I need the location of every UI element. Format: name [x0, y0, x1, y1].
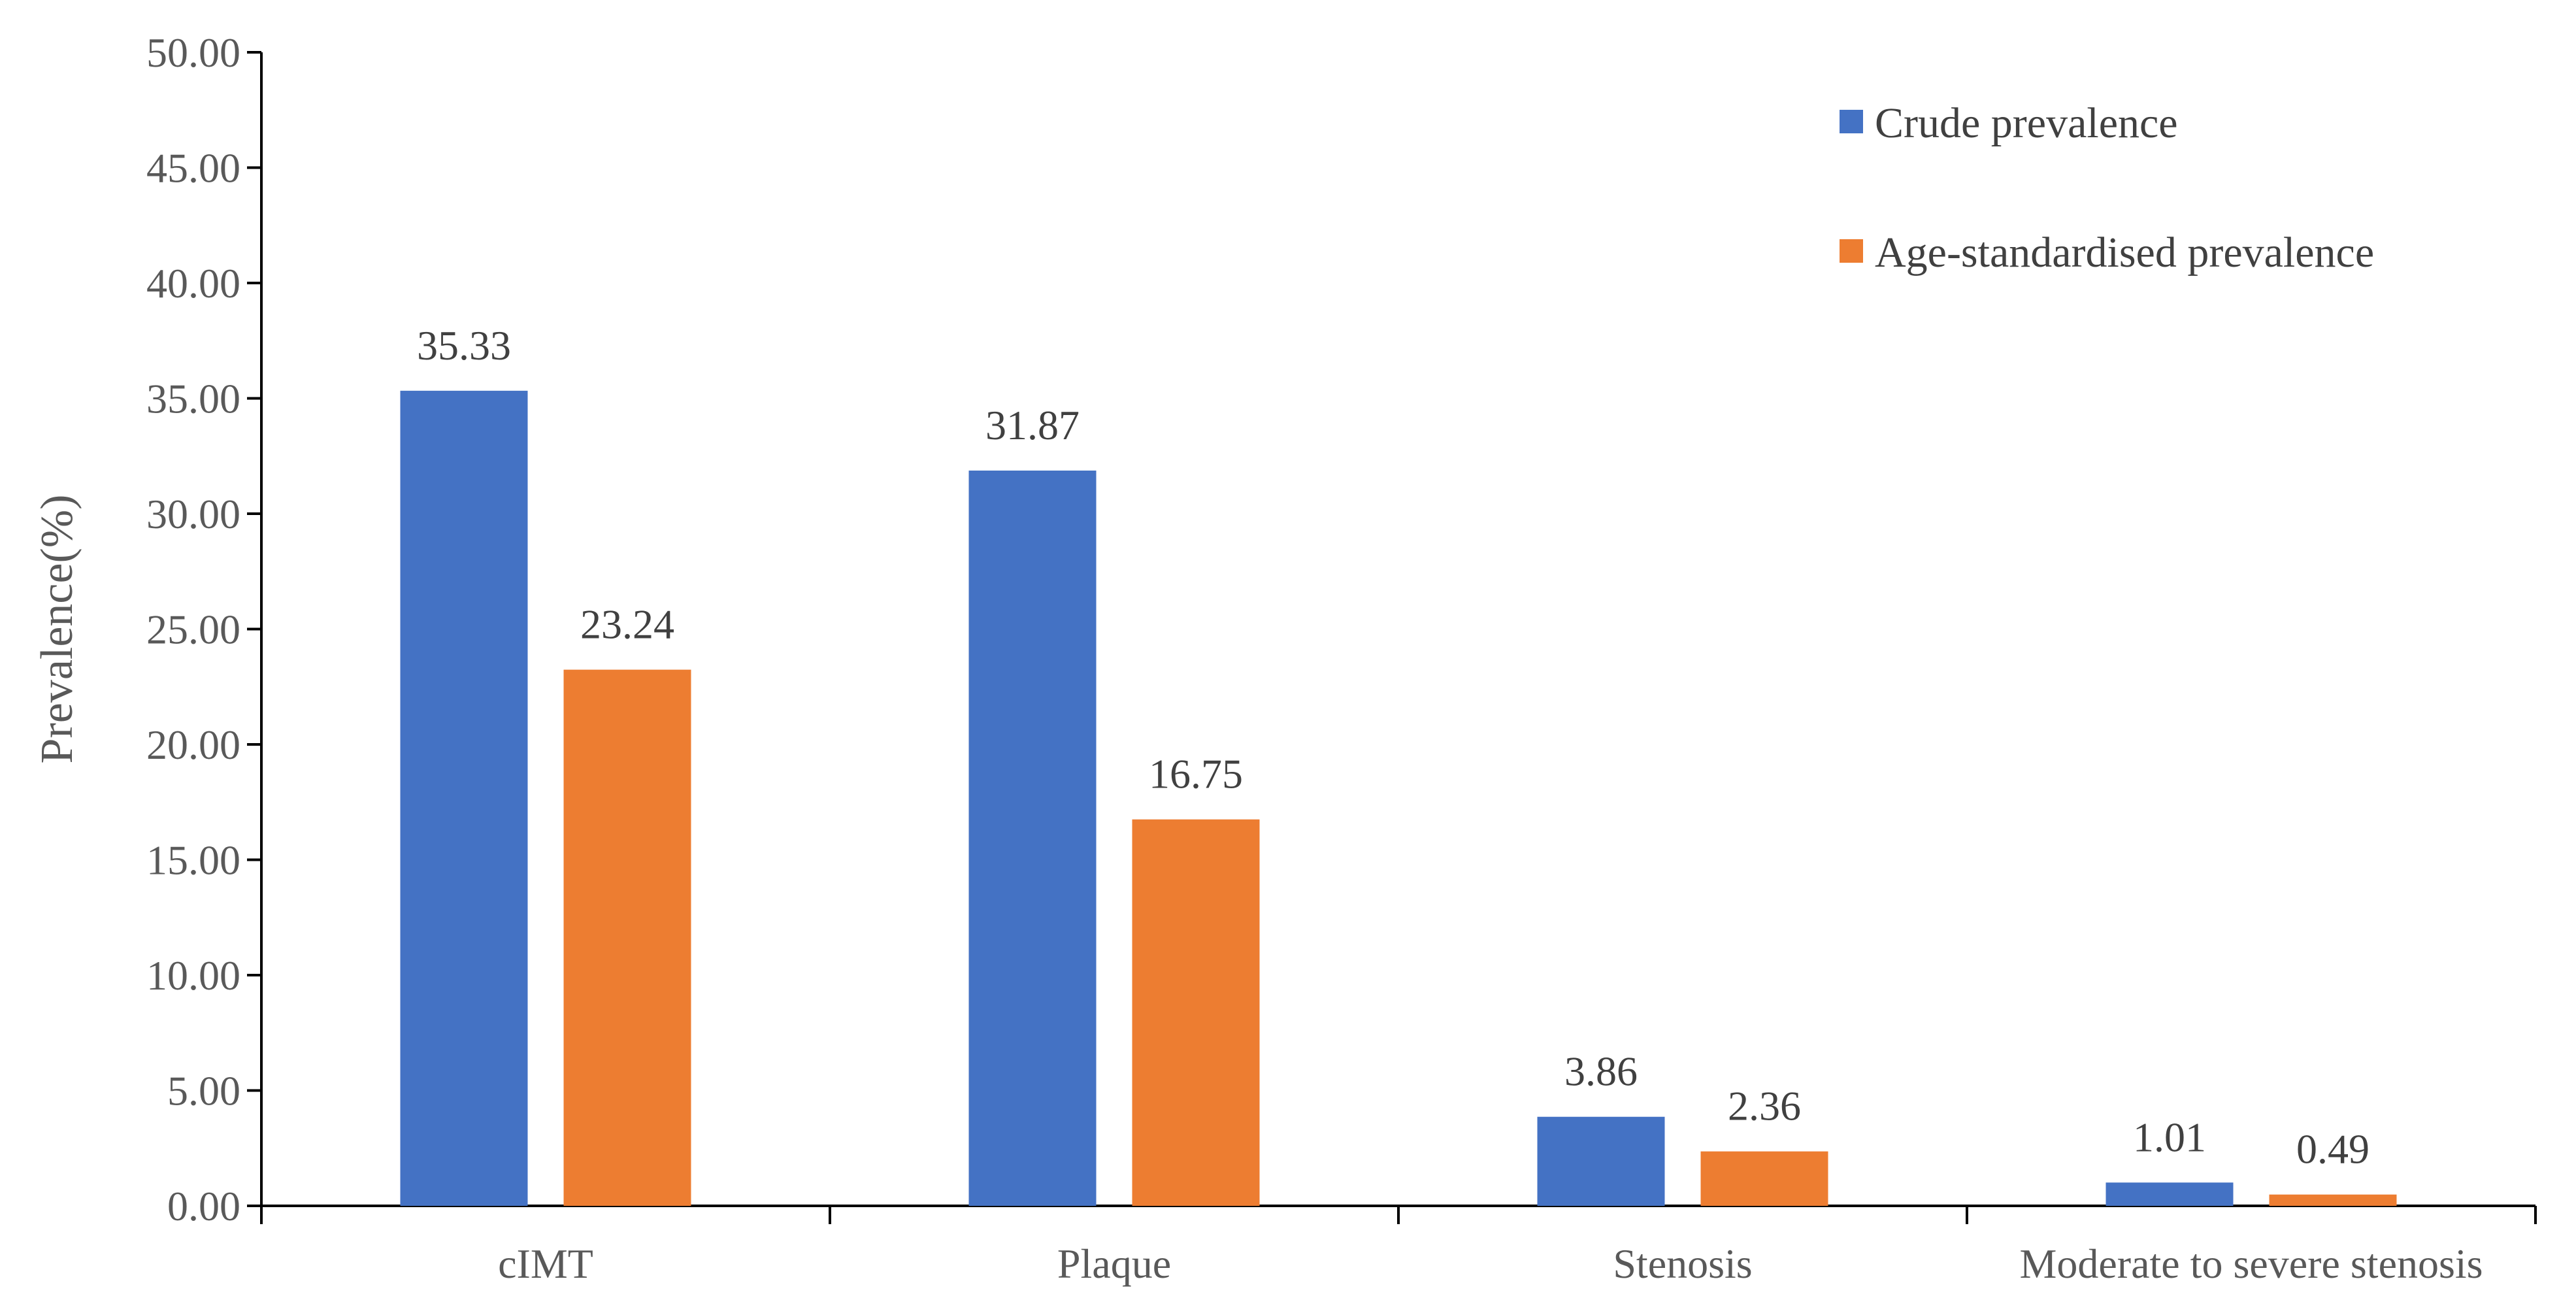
data-label: 35.33: [417, 322, 511, 369]
y-tick-label: 30.00: [146, 491, 240, 537]
y-tick-label: 20.00: [146, 722, 240, 768]
bar-age-standardised: [1132, 819, 1260, 1206]
legend-label: Crude prevalence: [1875, 99, 2178, 147]
bar-age-standardised: [563, 669, 691, 1206]
y-tick-label: 15.00: [146, 837, 240, 884]
y-tick-label: 10.00: [146, 952, 240, 999]
data-label: 16.75: [1149, 751, 1243, 797]
x-tick-label: Moderate to severe stenosis: [2019, 1240, 2483, 1287]
y-tick-label: 0.00: [167, 1183, 240, 1229]
data-label: 0.49: [2296, 1126, 2370, 1173]
data-labels: 35.33 31.87 3.86 1.01 23.24 16.75 2.36 0.49: [417, 322, 2370, 1173]
legend-swatch: [1840, 110, 1863, 133]
y-tick-label: 25.00: [146, 607, 240, 653]
x-tick-label: Plaque: [1057, 1240, 1171, 1287]
data-label: 2.36: [1728, 1083, 1801, 1129]
data-label: 31.87: [985, 402, 1080, 448]
legend: Crude prevalence Age-standardised prevale…: [1840, 99, 2374, 276]
bar-crude: [2105, 1182, 2234, 1206]
data-label: 1.01: [2133, 1114, 2206, 1160]
data-label: 23.24: [580, 601, 674, 648]
x-tick-label: cIMT: [498, 1240, 593, 1287]
y-axis: 0.00 5.00 10.00 15.00 20.00 25.00 30.00 35.00 40…: [146, 29, 263, 1229]
y-tick-label: 5.00: [167, 1068, 240, 1114]
bar-age-standardised: [2269, 1194, 2397, 1206]
x-tick-label: Stenosis: [1613, 1240, 1752, 1287]
y-tick-label: 50.00: [146, 29, 240, 76]
y-axis-title: Prevalence(%): [32, 495, 82, 764]
y-tick-label: 45.00: [146, 145, 240, 191]
x-axis: cIMT Plaque Stenosis Moderate to severe ste…: [260, 1205, 2537, 1287]
y-tick-label: 35.00: [146, 376, 240, 422]
legend-swatch: [1840, 239, 1863, 263]
data-label: 3.86: [1564, 1048, 1638, 1095]
bar-crude: [1537, 1116, 1665, 1206]
bar-crude: [968, 470, 1097, 1206]
bar-crude: [400, 390, 528, 1206]
bar-age-standardised: [1700, 1151, 1828, 1206]
bars: [400, 390, 2397, 1206]
legend-label: Age-standardised prevalence: [1875, 229, 2374, 276]
y-tick-label: 40.00: [146, 260, 240, 307]
